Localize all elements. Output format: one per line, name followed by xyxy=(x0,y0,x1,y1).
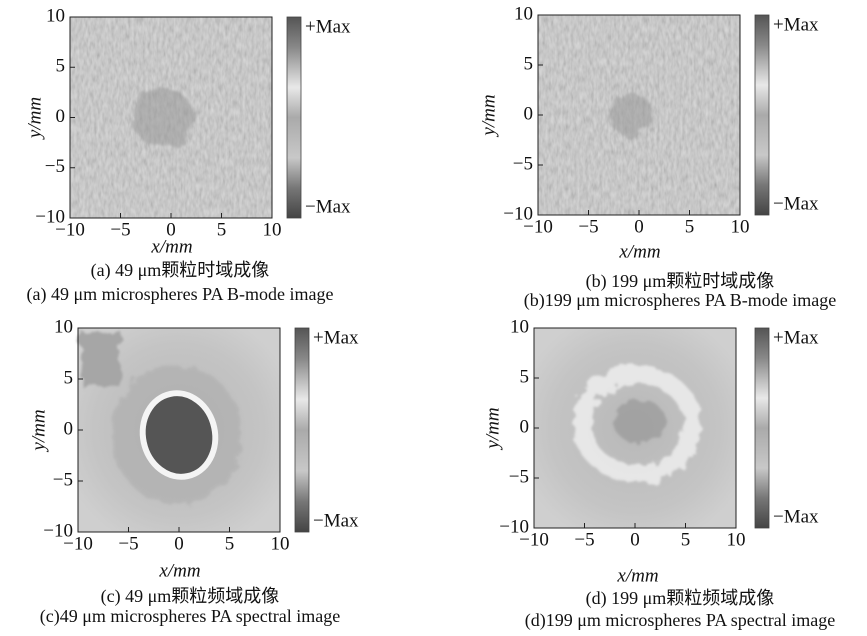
x-tick-label: 5 xyxy=(681,529,691,550)
x-tick-label: −10 xyxy=(523,216,553,237)
y-tick-label: 5 xyxy=(56,56,66,77)
y-tick-label: −5 xyxy=(513,153,533,174)
x-axis-label: x/mm xyxy=(616,565,658,586)
y-tick-label: −5 xyxy=(45,156,65,177)
colorbar xyxy=(286,16,302,219)
x-tick-label: 0 xyxy=(166,219,176,240)
target-region xyxy=(133,87,193,148)
caption-zh: (d) 199 μm颗粒频域成像 xyxy=(586,588,775,609)
colorbar xyxy=(294,327,310,533)
x-tick-label: 5 xyxy=(685,216,695,237)
target-region xyxy=(609,93,653,137)
colorbar-max-label: +Max xyxy=(313,327,359,348)
x-axis-label: x/mm xyxy=(150,236,192,257)
image-corner xyxy=(81,331,121,386)
ring xyxy=(139,390,219,480)
y-tick-label: −10 xyxy=(503,203,533,224)
y-tick-label: −10 xyxy=(43,520,73,541)
x-tick-label: 10 xyxy=(263,219,282,240)
x-tick-label: −5 xyxy=(110,219,130,240)
x-tick-label: −10 xyxy=(55,219,85,240)
x-tick-label: −10 xyxy=(519,529,549,550)
colorbar xyxy=(754,14,770,216)
y-tick-label: −10 xyxy=(499,516,529,537)
x-axis-label: x/mm xyxy=(618,241,660,262)
x-tick-label: −5 xyxy=(578,216,598,237)
y-axis-label: y/mm xyxy=(482,407,503,450)
y-tick-label: −10 xyxy=(35,206,65,227)
y-tick-label: 0 xyxy=(520,416,530,437)
y-tick-label: 0 xyxy=(524,103,534,124)
x-tick-label: −10 xyxy=(63,533,93,554)
colorbar-min-label: −Max xyxy=(773,193,819,214)
x-tick-label: −5 xyxy=(574,529,594,550)
caption-en: (b)199 μm microspheres PA B-mode image xyxy=(524,290,836,311)
ring xyxy=(573,365,701,483)
y-tick-label: 0 xyxy=(64,418,74,439)
y-tick-label: 5 xyxy=(520,366,530,387)
colorbar-max-label: +Max xyxy=(773,327,819,348)
colorbar-min-label: −Max xyxy=(305,196,351,217)
x-tick-label: 5 xyxy=(225,533,235,554)
core xyxy=(614,400,666,444)
y-tick-label: 5 xyxy=(64,367,74,388)
y-tick-label: 10 xyxy=(514,3,533,24)
colorbar xyxy=(754,327,770,529)
y-tick-label: 5 xyxy=(524,53,534,74)
y-axis-label: y/mm xyxy=(24,97,45,140)
colorbar-min-label: −Max xyxy=(773,506,819,527)
y-axis-label: y/mm xyxy=(28,409,49,452)
caption-zh: (c) 49 μm颗粒频域成像 xyxy=(101,586,280,607)
caption-zh: (a) 49 μm颗粒时域成像 xyxy=(91,260,270,281)
caption-en: (d)199 μm microspheres PA spectral image xyxy=(525,610,835,631)
colorbar-max-label: +Max xyxy=(773,14,819,35)
colorbar-max-label: +Max xyxy=(305,16,351,37)
x-tick-label: 10 xyxy=(731,216,750,237)
x-tick-label: 0 xyxy=(174,533,184,554)
caption-en: (a) 49 μm microspheres PA B-mode image xyxy=(27,284,334,305)
x-tick-label: 0 xyxy=(630,529,640,550)
y-tick-label: 0 xyxy=(56,106,66,127)
y-axis-label: y/mm xyxy=(478,94,499,137)
y-tick-label: 10 xyxy=(46,5,65,26)
x-tick-label: −5 xyxy=(118,533,138,554)
x-tick-label: 5 xyxy=(217,219,227,240)
x-tick-label: 10 xyxy=(727,529,746,550)
y-tick-label: −5 xyxy=(509,466,529,487)
y-tick-label: 10 xyxy=(54,316,73,337)
x-tick-label: 10 xyxy=(271,533,290,554)
caption-zh: (b) 199 μm颗粒时域成像 xyxy=(586,271,775,292)
y-tick-label: 10 xyxy=(510,316,529,337)
caption-en: (c)49 μm microspheres PA spectral image xyxy=(40,606,340,627)
y-tick-label: −5 xyxy=(53,469,73,490)
colorbar-min-label: −Max xyxy=(313,510,359,531)
x-axis-label: x/mm xyxy=(158,560,200,581)
x-tick-label: 0 xyxy=(634,216,644,237)
